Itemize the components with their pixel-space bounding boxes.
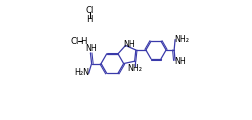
Text: Cl: Cl — [71, 36, 79, 45]
Text: NH: NH — [85, 44, 97, 53]
Text: H: H — [87, 15, 93, 24]
Text: Cl: Cl — [86, 6, 94, 15]
Text: H₂N: H₂N — [74, 68, 89, 77]
Text: NH₂: NH₂ — [127, 64, 142, 73]
Text: H: H — [80, 36, 87, 45]
Text: NH₂: NH₂ — [174, 35, 189, 44]
Text: NH: NH — [174, 57, 186, 66]
Text: NH: NH — [123, 40, 135, 49]
